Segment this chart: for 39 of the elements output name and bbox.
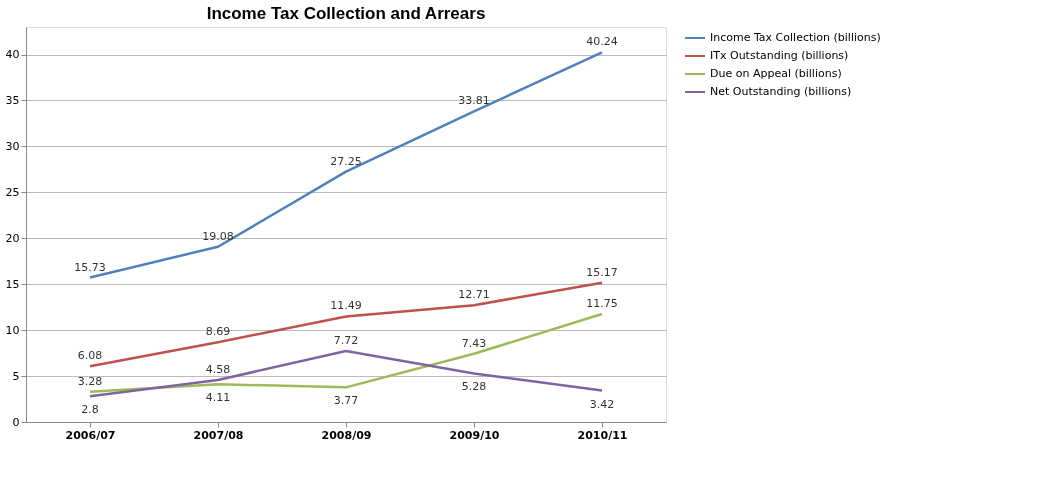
y-tick-label: 30 <box>5 139 20 153</box>
legend-label: Net Outstanding (billions) <box>710 85 852 98</box>
data-label: 19.08 <box>202 229 234 243</box>
data-label: 11.75 <box>586 297 618 311</box>
y-tick-label: 40 <box>5 48 20 62</box>
data-label: 3.77 <box>333 394 359 408</box>
x-tick-label: 2007/08 <box>193 428 244 442</box>
y-tick-label: 0 <box>12 415 20 429</box>
data-label: 8.69 <box>205 325 231 339</box>
chart-title: Income Tax Collection and Arrears <box>206 4 486 23</box>
data-label: 15.73 <box>74 260 106 274</box>
y-tick-label: 20 <box>5 231 20 245</box>
data-label: 6.08 <box>77 349 103 363</box>
data-label: 4.11 <box>205 391 231 405</box>
y-tick-label: 10 <box>5 323 20 337</box>
y-tick-label: 15 <box>5 277 20 291</box>
x-tick-label: 2009/10 <box>449 428 500 442</box>
data-label: 3.28 <box>77 374 103 388</box>
x-tick-label: 2010/11 <box>577 428 628 442</box>
data-label: 4.58 <box>205 362 231 376</box>
x-tick-label: 2006/07 <box>65 428 116 442</box>
data-label: 33.81 <box>458 94 490 108</box>
data-label: 40.24 <box>586 35 618 49</box>
x-tick-label: 2008/09 <box>321 428 372 442</box>
data-label: 2.8 <box>81 403 99 417</box>
data-label: 7.43 <box>461 336 487 350</box>
y-tick-label: 35 <box>5 93 20 107</box>
legend-label: Due on Appeal (billions) <box>710 67 842 80</box>
data-label: 12.71 <box>458 288 490 302</box>
data-label: 7.72 <box>333 334 359 348</box>
legend-label: Income Tax Collection (billions) <box>710 31 881 44</box>
legend-label: ITx Outstanding (billions) <box>710 49 849 62</box>
data-label: 5.28 <box>461 380 487 394</box>
data-label: 15.17 <box>586 265 618 279</box>
y-tick-label: 5 <box>12 369 20 383</box>
data-label: 3.42 <box>589 397 615 411</box>
data-label: 11.49 <box>330 299 362 313</box>
y-tick-label: 25 <box>5 185 20 199</box>
data-label: 27.25 <box>330 154 362 168</box>
